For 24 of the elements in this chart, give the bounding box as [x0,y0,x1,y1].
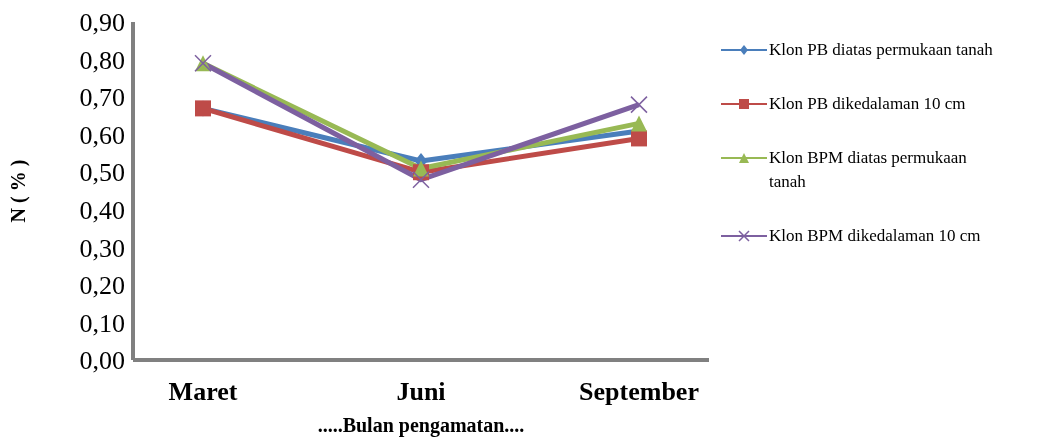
x-axis-title: .....Bulan pengamatan.... [317,414,525,437]
y-tick-label: 0,90 [79,8,125,38]
y-tick-label: 0,20 [79,271,125,301]
y-tick-label: 0,30 [79,233,125,263]
y-tick-label: 0,70 [79,83,125,113]
y-tick-label: 0,40 [79,196,125,226]
x-tick-label: Juni [396,377,446,407]
legend-label: Klon BPM diatas permukaan tanah [769,147,968,193]
legend-label: Klon BPM dikedalaman 10 cm [769,225,981,247]
point [631,130,647,147]
y-axis-title: N ( % ) [7,159,31,223]
y-tick-label: 0,60 [79,120,125,150]
point [412,170,430,189]
y-tick-label: 0,00 [79,346,125,376]
point [413,160,429,177]
legend-label: Klon PB diatas permukaan tanah [769,39,993,61]
x-tick-label: September [579,377,699,407]
x-tick-label: Maret [168,377,238,407]
y-tick-label: 0,80 [79,45,125,75]
point [631,115,647,132]
legend-label: Klon PB dikedalaman 10 cm [769,93,966,115]
point [630,95,648,114]
y-tick-label: 0,50 [79,158,125,188]
y-tick-label: 0,10 [79,308,125,338]
